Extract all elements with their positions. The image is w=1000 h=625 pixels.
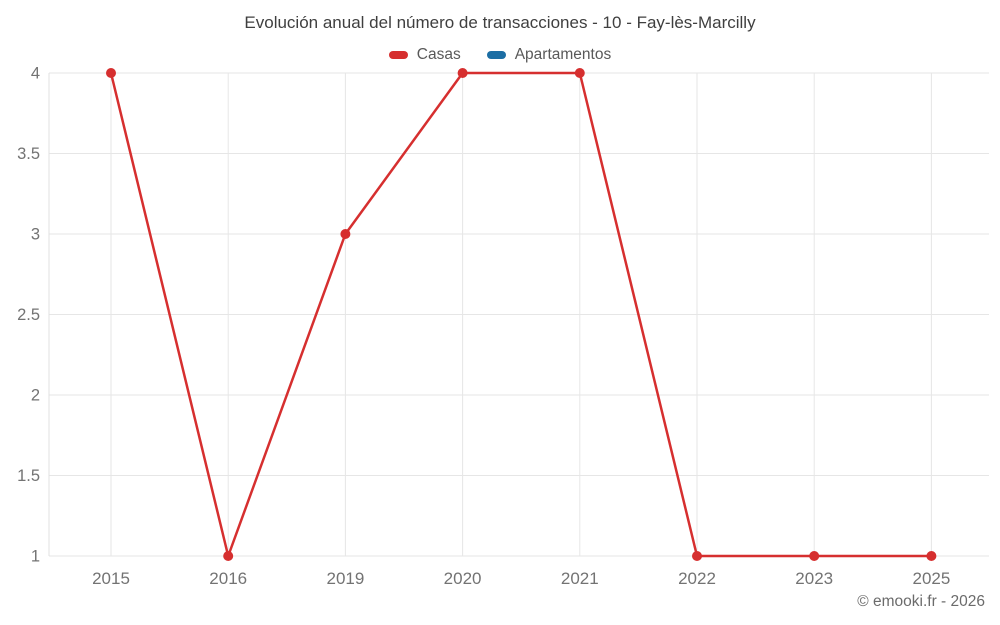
y-tick-label: 3.5 [17, 145, 40, 163]
chart-title: Evolución anual del número de transaccio… [244, 13, 756, 32]
data-point-casas[interactable] [574, 68, 585, 78]
y-tick-label: 3 [31, 226, 40, 244]
y-tick-label: 1 [31, 548, 40, 566]
data-point-casas[interactable] [223, 551, 234, 561]
x-tick-label: 2021 [561, 569, 599, 588]
legend: Casas Apartamentos [0, 46, 1000, 64]
x-tick-label: 2025 [912, 569, 950, 588]
x-tick-label: 2015 [92, 569, 130, 588]
legend-swatch-casas [388, 51, 408, 59]
y-tick-label: 1.5 [17, 467, 40, 485]
x-tick-label: 2019 [326, 569, 364, 588]
data-point-casas[interactable] [340, 229, 351, 239]
legend-label-apartamentos: Apartamentos [514, 46, 612, 63]
x-tick-label: 2023 [795, 569, 833, 588]
legend-item-apartamentos[interactable]: Apartamentos [486, 46, 612, 64]
y-tick-label: 4 [31, 65, 40, 83]
x-tick-label: 2022 [678, 569, 716, 588]
footer-credit: © emooki.fr - 2026 [857, 593, 985, 610]
data-point-casas[interactable] [106, 68, 116, 78]
legend-item-casas[interactable]: Casas [388, 46, 461, 64]
data-point-casas[interactable] [457, 68, 468, 78]
legend-label-casas: Casas [416, 46, 461, 63]
series-line-casas [109, 71, 933, 558]
data-point-casas[interactable] [926, 551, 937, 561]
legend-swatch-apartamentos [486, 51, 506, 59]
data-point-casas[interactable] [692, 551, 702, 561]
y-tick-label: 2.5 [17, 306, 40, 324]
x-tick-label: 2016 [209, 569, 247, 588]
data-point-casas[interactable] [809, 551, 820, 561]
y-tick-label: 2 [31, 387, 40, 405]
x-tick-label: 2020 [444, 569, 482, 588]
